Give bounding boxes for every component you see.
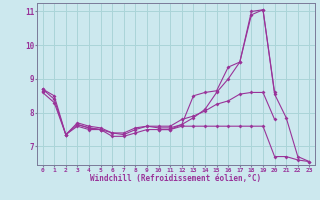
X-axis label: Windchill (Refroidissement éolien,°C): Windchill (Refroidissement éolien,°C): [91, 174, 261, 183]
